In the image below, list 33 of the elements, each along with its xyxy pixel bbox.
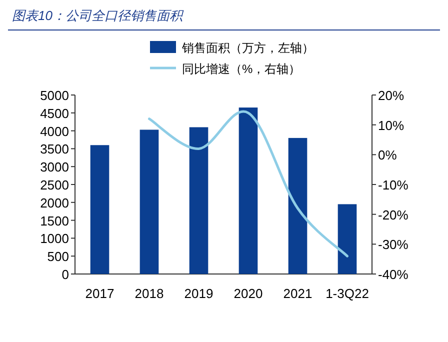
y2-tick-label: -30% — [378, 237, 409, 252]
y2-tick-label: -10% — [378, 178, 409, 192]
y2-tick-label: 0% — [378, 148, 398, 163]
y2-tick-label: 10% — [378, 118, 404, 133]
chart-title: 图表10：公司全口径销售面积 — [12, 8, 184, 23]
y-tick-label: 5000 — [40, 88, 69, 103]
bar — [90, 145, 110, 274]
bar — [140, 130, 159, 274]
bar — [189, 127, 208, 274]
y-tick-label: 4000 — [40, 124, 69, 139]
y2-tick-label: -20% — [378, 207, 409, 222]
x-tick-label: 2020 — [234, 286, 263, 301]
bar — [288, 138, 308, 274]
bar — [338, 204, 357, 274]
y-tick-label: 2000 — [40, 195, 69, 210]
y2-tick-label: -40% — [378, 267, 409, 282]
legend-label: 同比增速（%，右轴） — [182, 62, 301, 76]
y2-tick-label: 20% — [378, 88, 404, 103]
x-tick-label: 1-3Q22 — [326, 286, 369, 301]
y-tick-label: 500 — [47, 249, 69, 264]
legend-label: 销售面积（万方，左轴） — [181, 41, 314, 55]
x-tick-label: 2017 — [85, 286, 114, 301]
y-tick-label: 3500 — [40, 142, 69, 157]
y-tick-label: 3000 — [40, 160, 69, 175]
x-tick-label: 2019 — [184, 286, 214, 301]
bar — [238, 108, 258, 274]
y-tick-label: 1000 — [40, 231, 69, 246]
y-tick-label: 4500 — [40, 106, 69, 121]
y-tick-label: 2500 — [40, 178, 69, 192]
y-tick-label: 1500 — [40, 213, 69, 228]
x-tick-label: 2018 — [134, 286, 164, 301]
x-tick-label: 2021 — [283, 286, 312, 301]
y-tick-label: 0 — [62, 267, 69, 282]
